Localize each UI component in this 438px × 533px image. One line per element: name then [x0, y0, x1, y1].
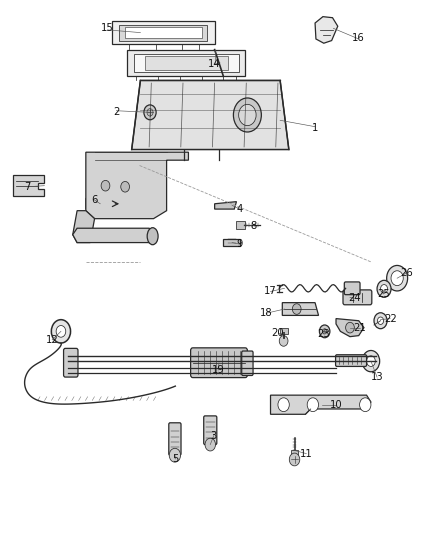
Text: 4: 4 — [237, 204, 243, 214]
Text: 24: 24 — [348, 293, 360, 303]
FancyBboxPatch shape — [290, 450, 298, 458]
FancyBboxPatch shape — [204, 416, 217, 445]
Text: 25: 25 — [377, 289, 389, 299]
FancyBboxPatch shape — [64, 349, 78, 377]
FancyBboxPatch shape — [344, 282, 360, 295]
Circle shape — [367, 356, 375, 367]
Text: 12: 12 — [46, 335, 59, 345]
Circle shape — [360, 398, 371, 411]
Circle shape — [362, 351, 380, 372]
Polygon shape — [127, 50, 245, 76]
Circle shape — [378, 317, 384, 325]
Text: 6: 6 — [92, 195, 98, 205]
Polygon shape — [125, 27, 201, 38]
Polygon shape — [132, 80, 289, 150]
Circle shape — [205, 438, 215, 451]
Polygon shape — [86, 198, 119, 209]
Circle shape — [307, 398, 318, 411]
Text: 21: 21 — [353, 322, 366, 333]
Polygon shape — [315, 17, 338, 43]
Circle shape — [147, 109, 153, 116]
Text: 13: 13 — [371, 372, 383, 382]
Circle shape — [391, 271, 403, 286]
Circle shape — [278, 398, 289, 411]
Polygon shape — [73, 211, 95, 243]
Circle shape — [169, 448, 180, 462]
Polygon shape — [271, 395, 371, 414]
Polygon shape — [223, 239, 240, 246]
Polygon shape — [215, 201, 237, 209]
Text: 8: 8 — [251, 221, 257, 231]
Circle shape — [121, 181, 130, 192]
Polygon shape — [112, 21, 215, 44]
FancyBboxPatch shape — [280, 328, 288, 334]
Circle shape — [51, 320, 71, 343]
Polygon shape — [145, 56, 228, 70]
Polygon shape — [86, 152, 188, 219]
Polygon shape — [13, 175, 44, 196]
Circle shape — [279, 336, 288, 346]
Text: 23: 23 — [318, 329, 330, 339]
FancyBboxPatch shape — [191, 348, 247, 377]
Text: 7: 7 — [24, 182, 30, 192]
FancyBboxPatch shape — [169, 423, 181, 455]
Circle shape — [239, 104, 256, 126]
Circle shape — [319, 325, 330, 338]
Circle shape — [289, 453, 300, 466]
Text: 18: 18 — [260, 308, 272, 318]
Text: 11: 11 — [300, 449, 313, 458]
Circle shape — [101, 180, 110, 191]
Circle shape — [56, 326, 66, 337]
Text: 20: 20 — [272, 328, 284, 338]
Polygon shape — [283, 303, 318, 316]
Circle shape — [322, 329, 327, 334]
Text: 3: 3 — [211, 431, 217, 441]
Circle shape — [292, 304, 301, 314]
FancyBboxPatch shape — [242, 351, 253, 375]
FancyBboxPatch shape — [236, 221, 245, 229]
Text: 15: 15 — [101, 23, 114, 34]
Polygon shape — [120, 25, 207, 41]
Circle shape — [381, 285, 388, 293]
Circle shape — [233, 98, 261, 132]
Text: 14: 14 — [208, 60, 221, 69]
Text: 26: 26 — [400, 268, 413, 278]
Circle shape — [144, 105, 156, 120]
Text: 9: 9 — [237, 239, 243, 249]
FancyBboxPatch shape — [336, 355, 367, 367]
Text: 22: 22 — [384, 313, 396, 324]
Text: 2: 2 — [113, 107, 120, 117]
Polygon shape — [134, 54, 239, 72]
Circle shape — [374, 313, 387, 329]
Circle shape — [377, 280, 391, 297]
Ellipse shape — [147, 228, 158, 245]
FancyBboxPatch shape — [343, 290, 372, 305]
Text: 5: 5 — [172, 454, 179, 464]
Text: 16: 16 — [352, 33, 365, 43]
Circle shape — [387, 265, 408, 291]
Text: 10: 10 — [330, 400, 343, 410]
Text: 17: 17 — [264, 286, 277, 296]
Polygon shape — [73, 228, 153, 243]
Text: 19: 19 — [212, 365, 225, 375]
Circle shape — [346, 322, 354, 333]
Text: 1: 1 — [312, 123, 318, 133]
Polygon shape — [336, 319, 364, 337]
